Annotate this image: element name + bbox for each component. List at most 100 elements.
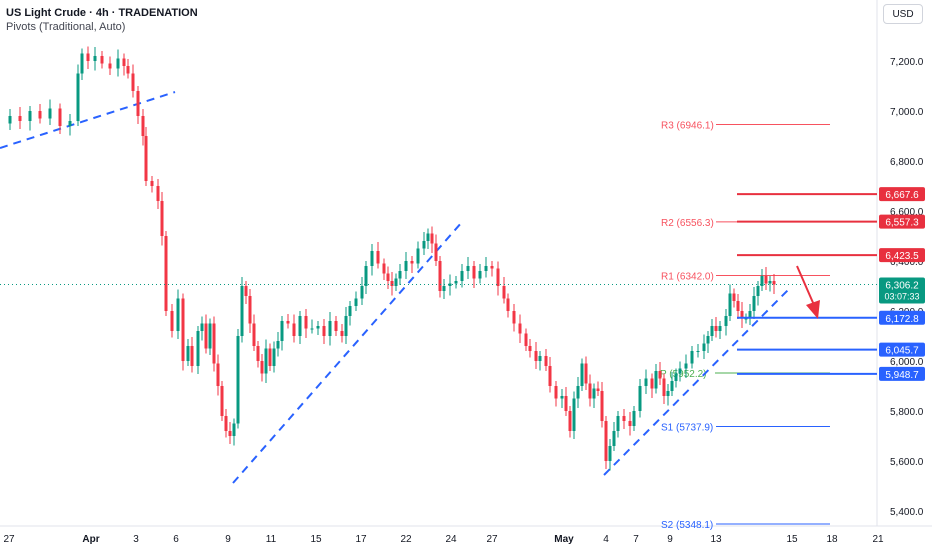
candle-body	[334, 321, 338, 331]
candle-body	[228, 431, 232, 436]
x-tick-label: 22	[400, 534, 412, 545]
candle-body	[752, 296, 756, 311]
candle-body	[176, 298, 180, 331]
candle-body	[756, 286, 760, 296]
y-tick-label: 6,400.0	[890, 257, 924, 268]
x-tick-label: 13	[710, 534, 722, 545]
candle-body	[534, 351, 538, 361]
candle-body	[478, 271, 482, 279]
candle-body	[690, 351, 694, 364]
candle-body	[354, 298, 358, 306]
candle-body	[186, 346, 190, 361]
candle-body	[382, 263, 386, 274]
symbol-title: US Light Crude · 4h · TRADENATION	[6, 7, 198, 19]
level-tag-text: 6,557.3	[885, 218, 919, 229]
y-tick-label: 5,600.0	[890, 457, 924, 468]
candles	[8, 46, 776, 471]
candle-body	[236, 336, 240, 424]
candle-body	[568, 411, 572, 431]
candle-body	[156, 186, 160, 201]
candle-body	[772, 281, 776, 285]
level-tag-text: 6,045.7	[885, 346, 919, 357]
y-tick-label: 5,800.0	[890, 407, 924, 418]
candle-body	[434, 243, 438, 261]
pivot-label: R1 (6342.0)	[661, 272, 714, 283]
candle-body	[264, 348, 268, 374]
candle-body	[48, 108, 52, 119]
pivot-label: P (5952.2)	[660, 369, 707, 380]
candle-body	[310, 328, 314, 330]
candle-body	[394, 278, 398, 286]
candle-body	[616, 416, 620, 431]
candle-body	[340, 331, 344, 336]
candle-body	[136, 91, 140, 116]
candle-body	[160, 201, 164, 236]
candle-body	[252, 323, 256, 346]
candle-body	[490, 266, 494, 269]
x-tick-label: 27	[486, 534, 498, 545]
horizontal-levels[interactable]	[737, 193, 877, 375]
candle-body	[260, 361, 264, 374]
candle-body	[512, 311, 516, 324]
candle-body	[670, 381, 674, 391]
candle-body	[496, 268, 500, 286]
candle-body	[448, 283, 452, 286]
candle-body	[644, 378, 648, 386]
x-tick-label: 27	[3, 534, 15, 545]
candle-body	[181, 298, 185, 361]
candle-body	[126, 66, 130, 74]
candle-body	[524, 333, 528, 346]
y-tick-label: 7,200.0	[890, 57, 924, 68]
candle-body	[748, 311, 752, 319]
candle-body	[364, 266, 368, 286]
x-tick-label: 15	[786, 534, 798, 545]
x-tick-label: 24	[445, 534, 457, 545]
candle-body	[612, 431, 616, 446]
candle-body	[8, 116, 12, 124]
candle-body	[360, 286, 364, 299]
candle-body	[18, 116, 22, 121]
candle-body	[544, 356, 548, 366]
x-tick-label: 18	[826, 534, 838, 545]
candle-body	[502, 286, 506, 299]
candle-body	[390, 281, 394, 286]
down-arrow-icon	[796, 265, 820, 319]
candle-body	[564, 396, 568, 411]
candle-body	[584, 363, 588, 384]
currency-button[interactable]: USD	[883, 4, 923, 24]
candle-body	[472, 266, 476, 279]
candle-body	[588, 383, 592, 399]
candle-body	[466, 266, 470, 271]
candle-body	[706, 336, 710, 344]
candle-body	[164, 236, 168, 311]
x-tick-label: 7	[633, 534, 639, 545]
candle-body	[572, 398, 576, 431]
level-tag-text: 6,172.8	[885, 314, 919, 325]
x-tick-label: 4	[603, 534, 609, 545]
candle-body	[144, 136, 148, 181]
candle-body	[141, 116, 145, 136]
y-tick-label: 7,000.0	[890, 107, 924, 118]
candle-body	[438, 261, 442, 291]
candle-body	[744, 318, 748, 320]
candle-body	[596, 388, 600, 391]
candle-body	[650, 378, 654, 389]
candle-body	[286, 321, 290, 324]
candle-body	[328, 321, 332, 336]
candle-body	[592, 388, 596, 399]
time-axis[interactable]: 27 Apr 3 6 9 11 15 17 22 24 27 May 4 7 9 13 15 18 21	[3, 534, 884, 545]
trendlines[interactable]	[0, 91, 791, 484]
candle-body	[344, 316, 348, 336]
candle-body	[600, 391, 604, 421]
arrow-shaft	[796, 265, 815, 306]
candle-body	[506, 298, 510, 311]
candle-body	[678, 368, 682, 374]
last-price-tag	[879, 277, 925, 304]
candle-body	[684, 363, 688, 369]
candle-body	[760, 276, 764, 286]
price-axis-labels: 6,667.6 6,557.3 6,423.5 6,172.8 6,045.7 5,948…	[879, 187, 925, 381]
candle-body	[728, 293, 732, 316]
candle-body	[272, 348, 276, 366]
candle-body	[240, 286, 244, 336]
